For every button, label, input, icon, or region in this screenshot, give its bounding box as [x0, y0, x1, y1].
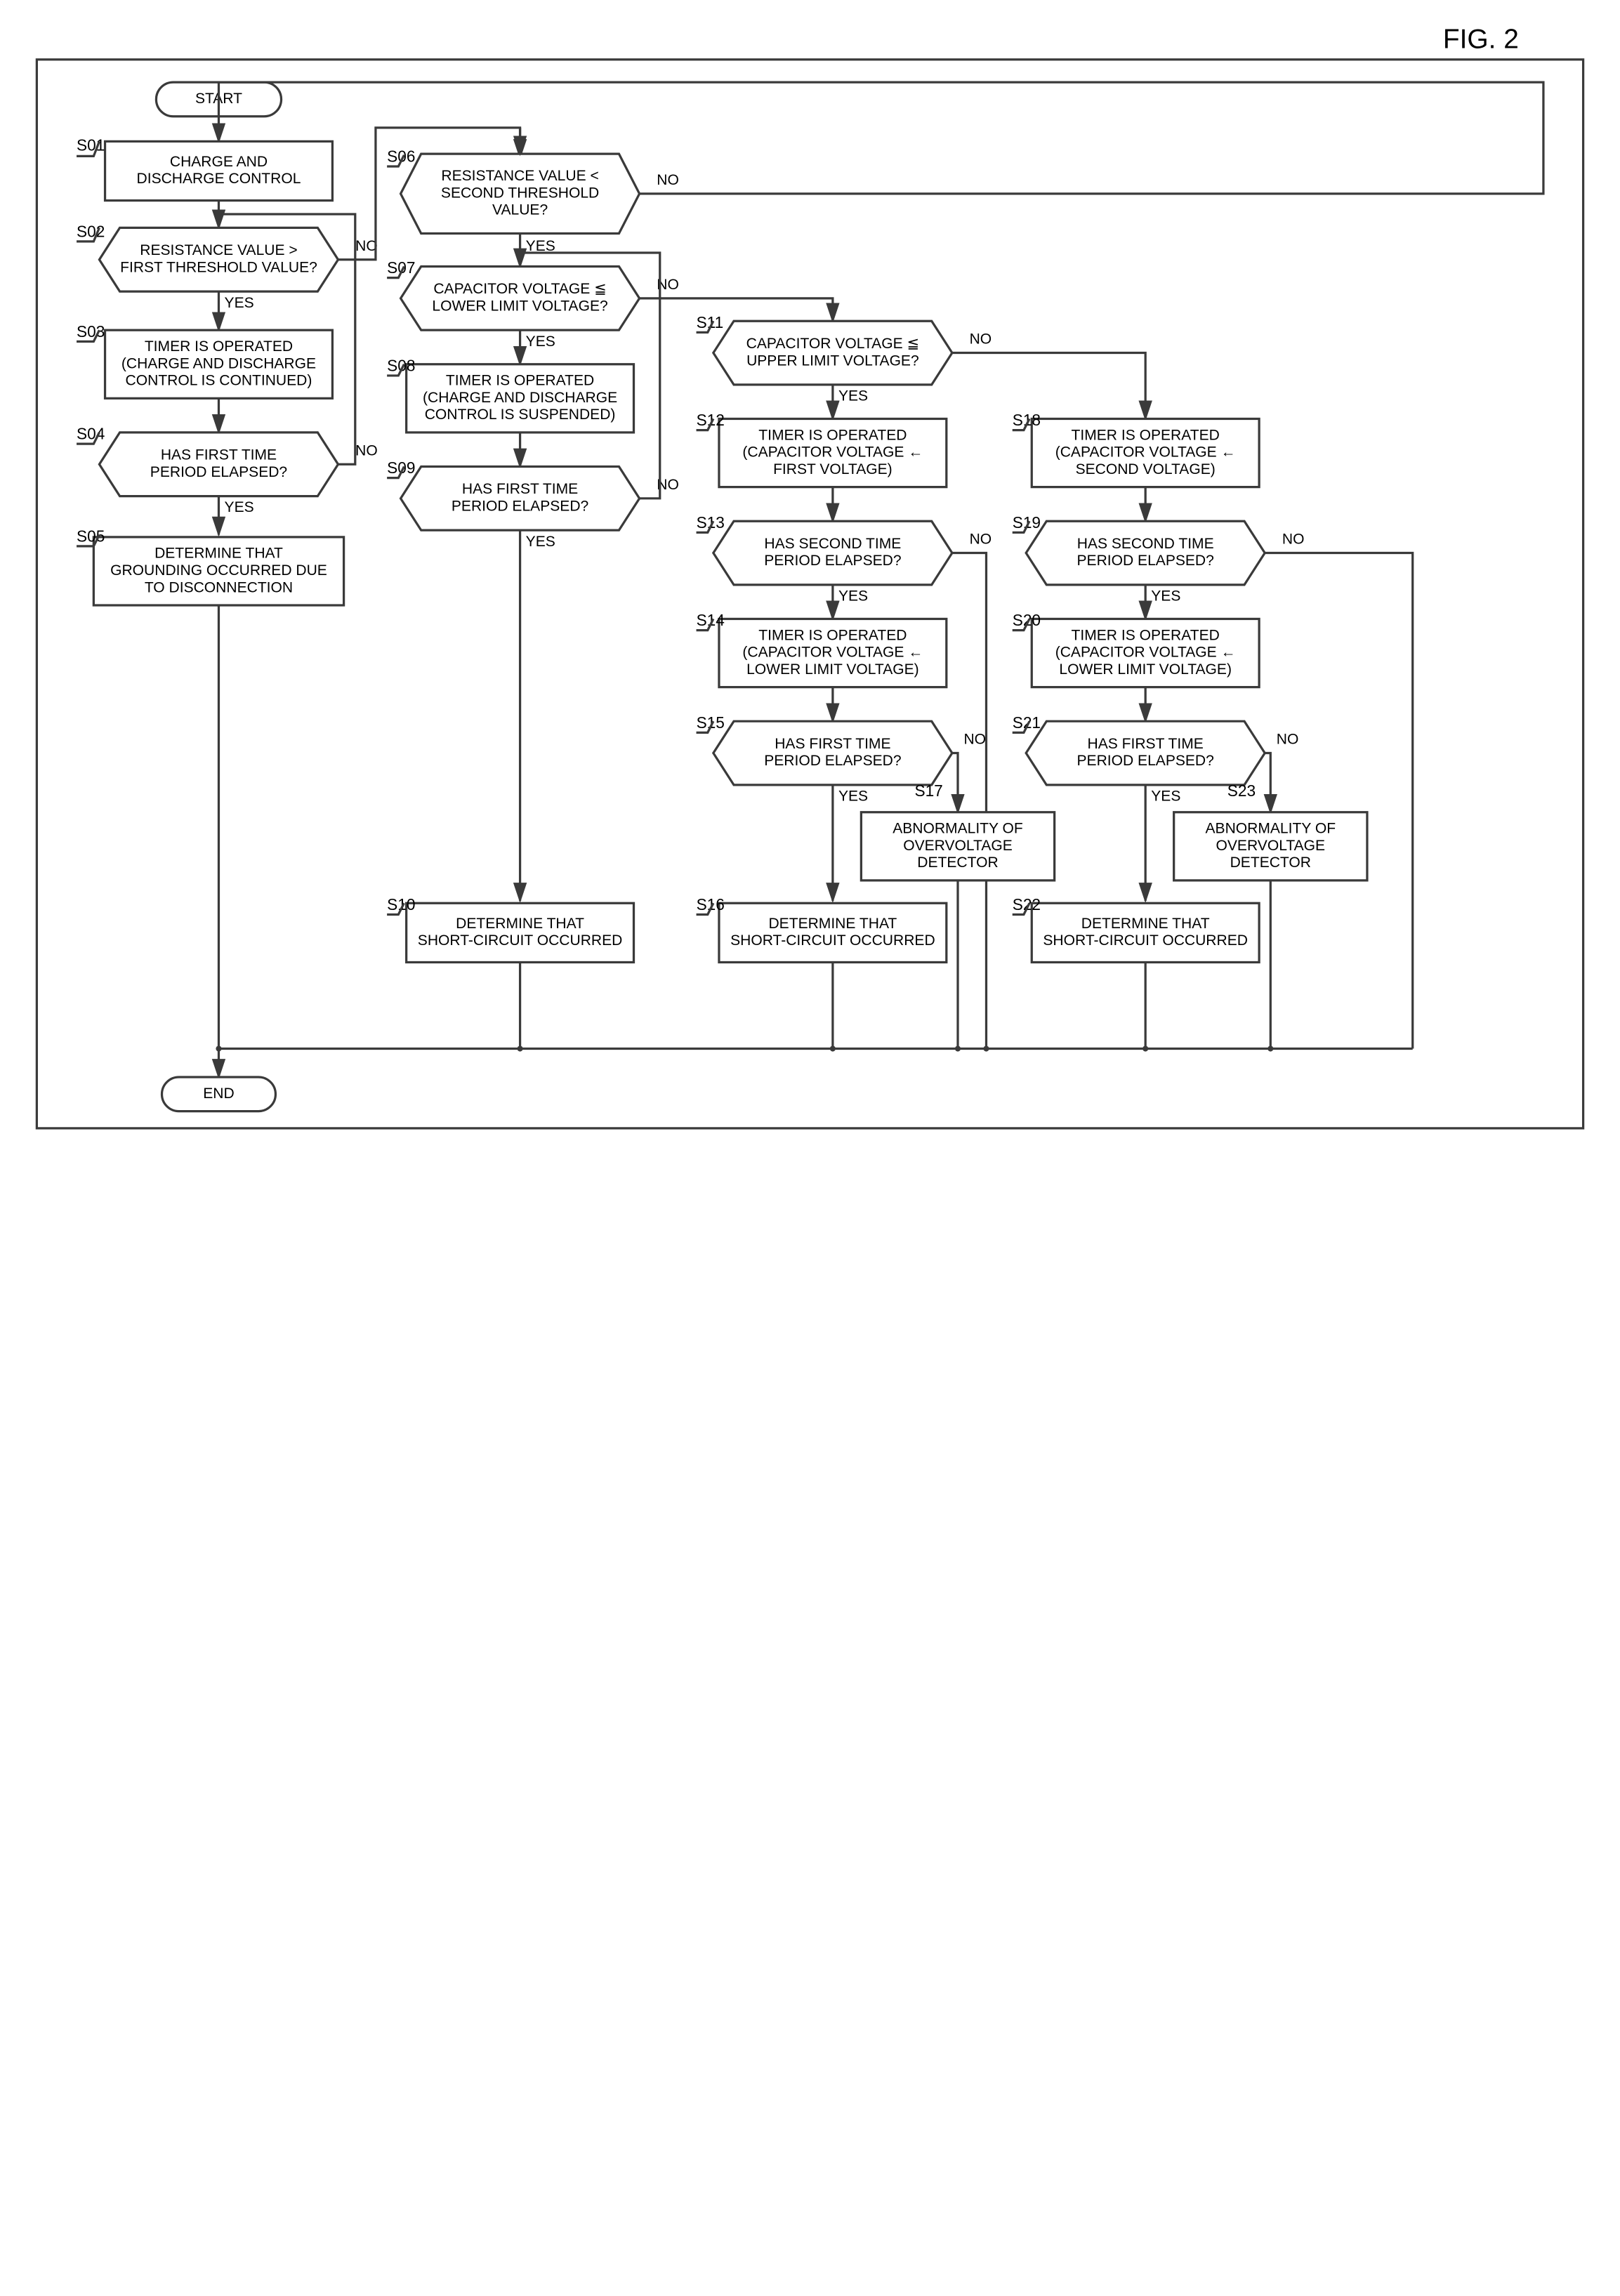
s04-decision-label: HAS FIRST TIME [161, 447, 277, 463]
branch-label: YES [526, 334, 555, 350]
branch-label: NO [657, 172, 679, 188]
s18-box-label: TIMER IS OPERATED [1072, 427, 1220, 443]
s01-box-label: DISCHARGE CONTROL [137, 171, 301, 187]
s10-box-label: SHORT-CIRCUIT OCCURRED [418, 932, 623, 949]
s06-decision-label: SECOND THRESHOLD [441, 185, 599, 201]
s15-decision-label: PERIOD ELAPSED? [764, 753, 901, 769]
s03-box-label: CONTROL IS CONTINUED) [126, 373, 312, 389]
s17-box-label: ABNORMALITY OF [893, 821, 1023, 837]
branch-label: NO [355, 238, 378, 254]
flowchart-diagram: FIG. 2 STARTCHARGE ANDDISCHARGE CONTROLS… [14, 14, 1606, 1151]
branch-label: YES [225, 295, 254, 311]
s06-decision-label: VALUE? [492, 202, 548, 218]
branch-label: YES [838, 588, 868, 605]
step-label: S04 [77, 425, 105, 443]
s21-decision-label: HAS FIRST TIME [1088, 736, 1204, 752]
s19-decision-label: PERIOD ELAPSED? [1077, 553, 1214, 569]
s09-decision-label: PERIOD ELAPSED? [452, 499, 588, 515]
branch-label: NO [1282, 532, 1305, 548]
s19-decision-label: HAS SECOND TIME [1077, 536, 1214, 552]
s05-box-label: TO DISCONNECTION [145, 579, 293, 595]
s23-box-label: DETECTOR [1230, 855, 1311, 871]
step-label: S05 [77, 527, 105, 545]
s04-decision-label: PERIOD ELAPSED? [150, 464, 287, 480]
branch-label: YES [225, 499, 254, 515]
s20-box-label: LOWER LIMIT VOLTAGE) [1059, 661, 1232, 678]
s16-box-label: DETERMINE THAT [768, 916, 897, 932]
figure-title: FIG. 2 [1443, 25, 1519, 55]
s20-box-label: TIMER IS OPERATED [1072, 627, 1220, 643]
s03-box-label: (CHARGE AND DISCHARGE [121, 355, 316, 371]
s14-box-label: LOWER LIMIT VOLTAGE) [746, 661, 919, 678]
s12-box-label: (CAPACITOR VOLTAGE ← [742, 444, 923, 461]
branch-label: NO [1277, 732, 1299, 748]
s03-box-label: TIMER IS OPERATED [145, 338, 293, 355]
s01-label: S01 [77, 136, 105, 154]
s15-decision-label: HAS FIRST TIME [775, 736, 890, 752]
s17-box-label: DETECTOR [917, 855, 998, 871]
s22-box-label: SHORT-CIRCUIT OCCURRED [1043, 932, 1248, 949]
s02-decision-label: RESISTANCE VALUE > [140, 242, 297, 258]
step-label: S02 [77, 222, 105, 240]
s11-decision-label: CAPACITOR VOLTAGE ≦ [746, 336, 919, 352]
s18-box-label: SECOND VOLTAGE) [1076, 461, 1216, 477]
s02-decision-label: FIRST THRESHOLD VALUE? [120, 259, 317, 275]
s01-box-label: CHARGE AND [170, 154, 268, 170]
s10-box-label: DETERMINE THAT [456, 916, 584, 932]
s08-box-label: (CHARGE AND DISCHARGE [423, 390, 617, 406]
s18-box-label: (CAPACITOR VOLTAGE ← [1055, 444, 1236, 461]
s17-box-label: OVERVOLTAGE [903, 838, 1013, 854]
s22-box-label: DETERMINE THAT [1081, 916, 1210, 932]
s08-box-label: TIMER IS OPERATED [446, 373, 594, 389]
end-terminal-label: END [203, 1086, 234, 1102]
s23-box-label: OVERVOLTAGE [1216, 838, 1326, 854]
s09-decision-label: HAS FIRST TIME [462, 481, 578, 497]
s07-decision-label: CAPACITOR VOLTAGE ≦ [433, 281, 606, 297]
s13-decision-label: PERIOD ELAPSED? [764, 553, 901, 569]
s20-box-label: (CAPACITOR VOLTAGE ← [1055, 645, 1236, 661]
step-label: S17 [914, 781, 942, 800]
branch-label: NO [963, 732, 986, 748]
branch-label: YES [1151, 789, 1180, 805]
branch-label: NO [970, 331, 992, 348]
branch-label: YES [838, 789, 868, 805]
s05-box-label: GROUNDING OCCURRED DUE [110, 562, 327, 579]
step-label: S03 [77, 322, 105, 341]
s08-box-label: CONTROL IS SUSPENDED) [425, 407, 616, 423]
step-label: S23 [1227, 781, 1256, 800]
branch-label: NO [355, 442, 378, 458]
s05-box-label: DETERMINE THAT [154, 546, 283, 562]
branch-label: NO [970, 532, 992, 548]
branch-label: YES [526, 534, 555, 550]
s12-box-label: FIRST VOLTAGE) [773, 461, 893, 477]
s21-decision-label: PERIOD ELAPSED? [1077, 753, 1214, 769]
s11-decision-label: UPPER LIMIT VOLTAGE? [746, 352, 919, 369]
s13-decision-label: HAS SECOND TIME [764, 536, 901, 552]
s07-decision-label: LOWER LIMIT VOLTAGE? [432, 298, 607, 315]
s06-decision-label: RESISTANCE VALUE < [441, 168, 598, 184]
branch-label: YES [526, 238, 555, 254]
s14-box-label: TIMER IS OPERATED [758, 627, 907, 643]
s12-box-label: TIMER IS OPERATED [758, 427, 907, 443]
branch-label: YES [838, 388, 868, 404]
s14-box-label: (CAPACITOR VOLTAGE ← [742, 645, 923, 661]
branch-label: YES [1151, 588, 1180, 605]
s16-box-label: SHORT-CIRCUIT OCCURRED [730, 932, 935, 949]
s23-box-label: ABNORMALITY OF [1206, 821, 1336, 837]
